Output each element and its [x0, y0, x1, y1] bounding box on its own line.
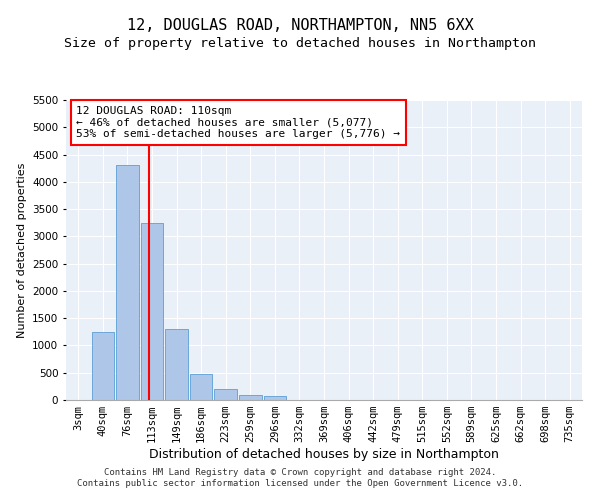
Y-axis label: Number of detached properties: Number of detached properties	[17, 162, 26, 338]
Bar	[239, 394, 262, 400]
Bar	[214, 389, 237, 400]
Text: Size of property relative to detached houses in Northampton: Size of property relative to detached ho…	[64, 38, 536, 51]
Bar	[190, 374, 212, 400]
Bar	[116, 166, 139, 400]
Bar	[263, 396, 286, 400]
Bar	[92, 332, 114, 400]
Bar	[140, 222, 163, 400]
Text: 12, DOUGLAS ROAD, NORTHAMPTON, NN5 6XX: 12, DOUGLAS ROAD, NORTHAMPTON, NN5 6XX	[127, 18, 473, 32]
X-axis label: Distribution of detached houses by size in Northampton: Distribution of detached houses by size …	[149, 448, 499, 461]
Text: 12 DOUGLAS ROAD: 110sqm
← 46% of detached houses are smaller (5,077)
53% of semi: 12 DOUGLAS ROAD: 110sqm ← 46% of detache…	[76, 106, 400, 139]
Bar	[165, 329, 188, 400]
Text: Contains HM Land Registry data © Crown copyright and database right 2024.
Contai: Contains HM Land Registry data © Crown c…	[77, 468, 523, 487]
